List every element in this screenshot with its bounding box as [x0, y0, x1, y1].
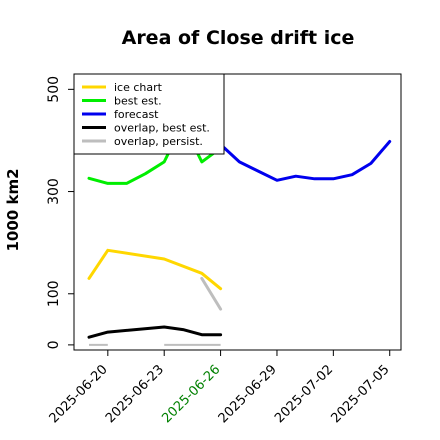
y-axis: 0 100 300 500 [46, 76, 74, 349]
plot-frame [73, 73, 402, 351]
series-line-best-est [87, 122, 223, 185]
legend-label: ice chart [114, 81, 163, 94]
chart-title: Area of Close drift ice [122, 27, 355, 49]
series-line-forecast [219, 140, 392, 182]
x-tick-label: 2025-06-29 [216, 362, 280, 426]
x-axis: 2025-06-202025-06-232025-06-262025-06-29… [47, 350, 393, 426]
legend-label: overlap, persist. [114, 135, 203, 148]
x-tick-label: 2025-06-20 [47, 362, 111, 426]
legend-label: best est. [114, 95, 162, 108]
series-line-ice-chart [87, 248, 223, 291]
x-tick-label: 2025-07-02 [272, 362, 336, 426]
y-tick-label: 100 [46, 280, 62, 307]
legend-label: forecast [114, 108, 159, 121]
series-line-overlap-best-est [87, 325, 223, 339]
series-line-overlap-persist [200, 276, 223, 311]
series-layer [87, 122, 392, 346]
x-tick-label: 2025-06-23 [103, 362, 167, 426]
y-tick-label: 0 [46, 340, 62, 349]
x-tick-label: 2025-07-05 [329, 362, 393, 426]
y-tick-label: 500 [46, 76, 62, 103]
x-tick-label: 2025-06-26 [159, 362, 223, 426]
y-axis-label: 1000 km2 [4, 168, 22, 251]
legend-label: overlap, best est. [114, 122, 210, 135]
y-tick-label: 300 [46, 178, 62, 205]
